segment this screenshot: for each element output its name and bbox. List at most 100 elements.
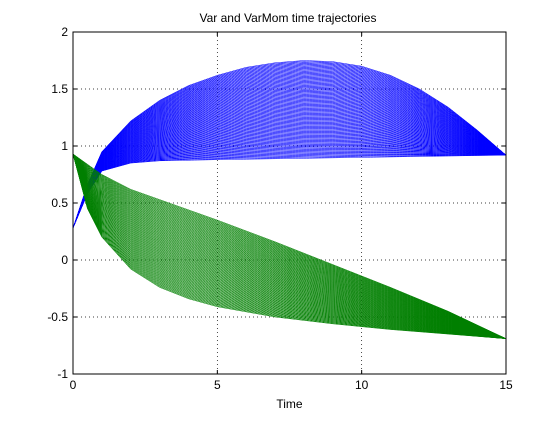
- y-tick-label: 1.5: [51, 82, 68, 96]
- trajectory-line: [72, 143, 507, 229]
- trajectory-line: [72, 117, 507, 229]
- x-axis-label: Time: [276, 397, 303, 411]
- trajectory-line: [72, 60, 507, 229]
- trajectory-line: [72, 147, 507, 229]
- trajectory-line: [72, 73, 507, 229]
- trajectory-line: [72, 151, 507, 229]
- trajectory-line: [72, 145, 507, 229]
- x-tick-label: 0: [70, 378, 77, 392]
- trajectory-line: [72, 90, 507, 229]
- trajectory-line: [72, 104, 507, 229]
- trajectory-line: [72, 133, 507, 229]
- trajectory-line: [72, 115, 507, 229]
- trajectory-line: [72, 140, 507, 229]
- trajectory-line: [72, 71, 507, 229]
- trajectory-line: [72, 129, 507, 229]
- trajectory-line: [72, 102, 507, 229]
- trajectory-line: [72, 61, 507, 229]
- trajectory-line: [72, 132, 507, 229]
- trajectory-line: [72, 99, 507, 229]
- trajectory-line: [72, 134, 507, 229]
- trajectory-line: [72, 70, 507, 229]
- trajectory-line: [72, 154, 507, 229]
- trajectory-line: [72, 126, 507, 229]
- trajectory-line: [72, 98, 507, 229]
- trajectory-line: [72, 82, 507, 229]
- trajectory-line: [72, 112, 507, 229]
- x-tick-label: 5: [214, 378, 221, 392]
- trajectory-line: [72, 107, 507, 229]
- y-tick-label: 0.5: [51, 196, 68, 210]
- trajectory-line: [72, 142, 507, 229]
- trajectory-line: [72, 95, 507, 229]
- y-tick-label: 2: [61, 25, 68, 39]
- trajectory-line: [72, 143, 507, 229]
- series-curves: [72, 60, 507, 339]
- trajectory-line: [72, 83, 507, 229]
- trajectory-line: [72, 64, 507, 229]
- trajectory-line: [72, 86, 507, 229]
- trajectory-line: [72, 121, 507, 229]
- trajectory-line: [72, 100, 507, 229]
- trajectory-line: [72, 138, 507, 229]
- trajectory-line: [72, 65, 507, 229]
- trajectory-line: [72, 84, 507, 229]
- trajectory-line: [72, 122, 507, 229]
- trajectory-line: [72, 111, 507, 229]
- trajectory-line: [72, 65, 507, 229]
- trajectory-line: [72, 72, 507, 229]
- trajectory-line: [72, 112, 507, 229]
- trajectory-line: [72, 107, 507, 229]
- trajectory-line: [72, 75, 507, 229]
- trajectory-line: [72, 93, 507, 229]
- series-group-1: [72, 60, 507, 229]
- trajectory-line: [72, 103, 507, 229]
- trajectory-line: [72, 125, 507, 229]
- trajectory-line: [72, 67, 507, 229]
- trajectory-line: [72, 88, 507, 229]
- trajectory-line: [72, 62, 507, 229]
- x-tick-label: 10: [355, 378, 369, 392]
- y-tick-label: -0.5: [47, 310, 68, 324]
- trajectory-line: [72, 152, 507, 229]
- trajectory-line: [72, 113, 507, 229]
- y-tick-label: 0: [61, 253, 68, 267]
- trajectory-line: [72, 102, 507, 229]
- trajectory-line: [72, 109, 507, 229]
- trajectory-line: [72, 139, 507, 229]
- trajectory-line: [72, 94, 507, 229]
- trajectory-line: [72, 141, 507, 229]
- trajectory-line: [72, 153, 507, 339]
- axis-ticks: 0 5 10 15 -1 -0.5 0 0.5 1 1.5 2: [47, 25, 513, 392]
- y-tick-label: -1: [57, 367, 68, 381]
- trajectory-line: [72, 136, 507, 229]
- y-tick-label: 1: [61, 139, 68, 153]
- trajectory-line: [72, 147, 507, 229]
- trajectory-line: [72, 79, 507, 229]
- chart-title: Var and VarMom time trajectories: [200, 11, 377, 25]
- trajectory-line: [72, 123, 507, 229]
- trajectory-line: [72, 149, 507, 229]
- trajectory-line: [72, 66, 507, 229]
- trajectory-line: [72, 81, 507, 229]
- trajectory-line: [72, 128, 507, 229]
- series-group-2: [72, 153, 507, 339]
- trajectory-line: [72, 80, 507, 229]
- trajectory-line: [72, 89, 507, 229]
- trajectory-line: [72, 74, 507, 229]
- trajectory-line: [72, 135, 507, 229]
- trajectory-line: [72, 131, 507, 229]
- trajectory-line: [72, 77, 507, 229]
- trajectory-line: [72, 101, 507, 229]
- trajectory-line: [72, 97, 507, 229]
- trajectory-line: [72, 114, 507, 229]
- x-tick-label: 15: [499, 378, 513, 392]
- trajectory-line: [72, 137, 507, 229]
- trajectory-line: [72, 144, 507, 229]
- trajectory-line: [72, 146, 507, 229]
- trajectory-line: [72, 63, 507, 229]
- trajectory-line: [72, 84, 507, 229]
- trajectory-line: [72, 153, 507, 229]
